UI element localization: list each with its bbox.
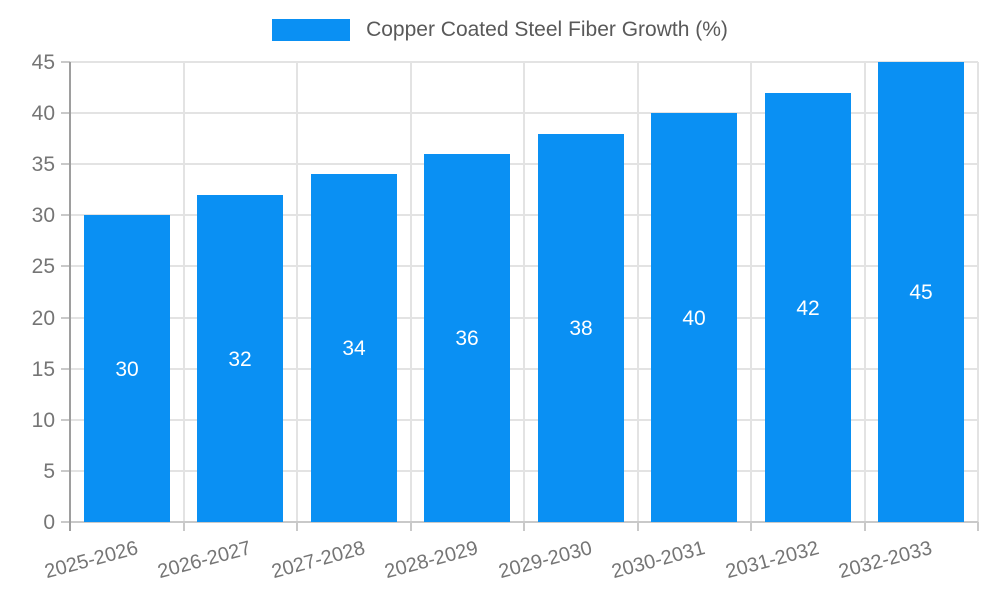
bar-value-label: 40	[682, 307, 706, 330]
chart-legend: Copper Coated Steel Fiber Growth (%)	[0, 18, 1000, 42]
bar: 45	[878, 62, 964, 522]
y-axis-tick	[61, 368, 70, 370]
y-axis-tick	[61, 265, 70, 267]
bar-value-label: 30	[115, 358, 139, 381]
x-gridline	[864, 62, 866, 522]
bar: 40	[651, 113, 737, 522]
x-gridline	[183, 62, 185, 522]
x-axis-tick	[296, 522, 298, 531]
y-axis-tick	[61, 521, 70, 523]
x-gridline	[977, 62, 979, 522]
y-tick-label: 20	[31, 307, 55, 330]
x-gridline	[296, 62, 298, 522]
bar-value-label: 36	[455, 327, 479, 350]
x-axis-tick	[637, 522, 639, 531]
y-axis-tick	[61, 112, 70, 114]
y-axis-tick	[61, 470, 70, 472]
x-tick-label: 2026-2027	[155, 537, 254, 584]
x-axis-line	[70, 521, 978, 523]
y-tick-label: 45	[31, 51, 55, 74]
bar: 32	[197, 195, 283, 522]
x-axis-tick	[183, 522, 185, 531]
y-axis-tick	[61, 163, 70, 165]
bar-value-label: 34	[342, 337, 366, 360]
y-tick-label: 15	[31, 358, 55, 381]
x-axis-tick	[410, 522, 412, 531]
x-tick-label: 2030-2031	[609, 537, 708, 584]
legend-swatch-icon	[272, 19, 351, 41]
x-axis-tick	[523, 522, 525, 531]
bar-value-label: 42	[796, 297, 820, 320]
x-tick-label: 2032-2033	[836, 537, 935, 584]
bar: 42	[765, 93, 851, 522]
x-tick-label: 2031-2032	[723, 537, 822, 584]
x-gridline	[637, 62, 639, 522]
y-tick-label: 5	[43, 460, 55, 483]
x-tick-label: 2027-2028	[269, 537, 368, 584]
bar: 34	[311, 174, 397, 522]
x-gridline	[523, 62, 525, 522]
y-tick-label: 40	[31, 102, 55, 125]
y-tick-label: 0	[43, 511, 55, 534]
y-axis-line	[69, 62, 71, 531]
y-axis-tick	[61, 317, 70, 319]
x-axis-tick	[750, 522, 752, 531]
x-gridline	[410, 62, 412, 522]
bar-value-label: 45	[909, 281, 933, 304]
x-tick-label: 2025-2026	[42, 537, 141, 584]
bar: 30	[84, 215, 170, 522]
bar: 36	[424, 154, 510, 522]
y-tick-label: 10	[31, 409, 55, 432]
y-axis-tick	[61, 419, 70, 421]
bar: 38	[538, 134, 624, 522]
x-axis-tick	[864, 522, 866, 531]
x-gridline	[750, 62, 752, 522]
y-axis-tick	[61, 61, 70, 63]
bar-value-label: 32	[228, 348, 252, 371]
bar-value-label: 38	[569, 317, 593, 340]
x-axis-tick	[977, 522, 979, 531]
x-tick-label: 2028-2029	[382, 537, 481, 584]
y-tick-label: 30	[31, 204, 55, 227]
legend-label: Copper Coated Steel Fiber Growth (%)	[366, 18, 728, 41]
y-tick-label: 35	[31, 153, 55, 176]
y-axis-tick	[61, 214, 70, 216]
x-tick-label: 2029-2030	[496, 537, 595, 584]
y-tick-label: 25	[31, 255, 55, 278]
